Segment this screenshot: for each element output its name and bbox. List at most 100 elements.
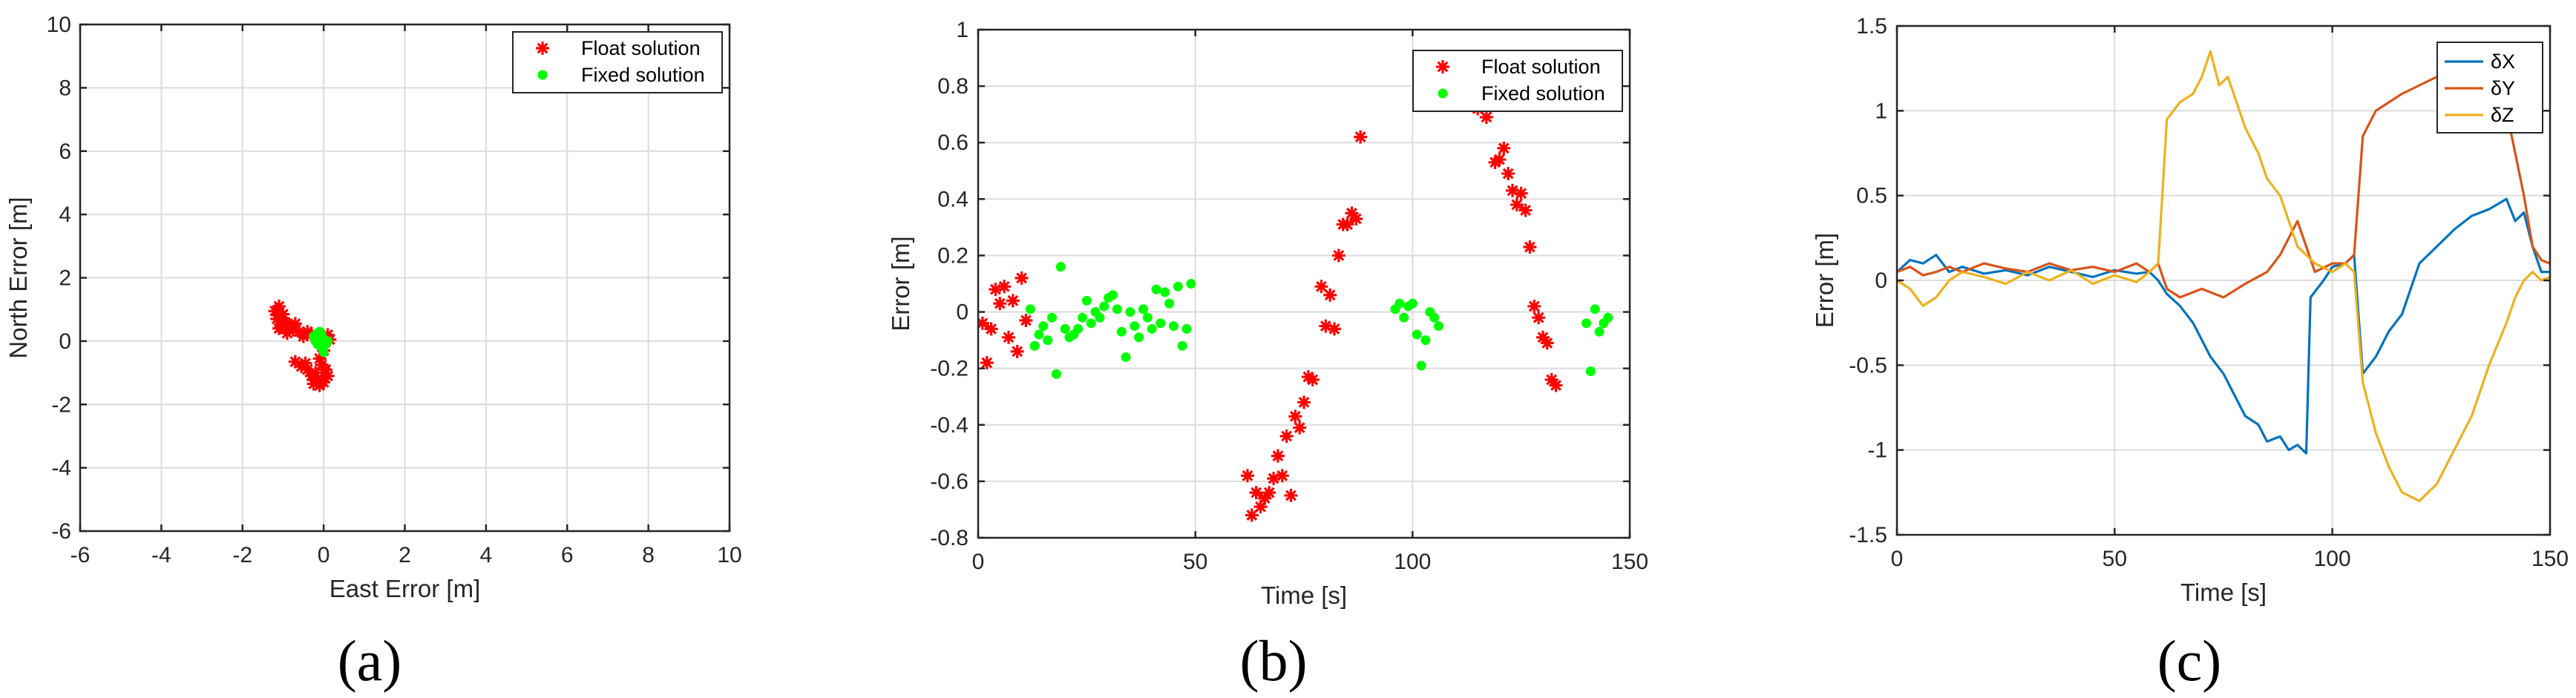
chart-c-x-axis-label: Time [s] bbox=[2180, 579, 2267, 606]
chart-b-point-float bbox=[1510, 197, 1524, 211]
chart-b-point-float bbox=[1288, 409, 1302, 424]
chart-a-point-float bbox=[268, 304, 282, 318]
chart-b-point-fixed bbox=[1099, 301, 1110, 312]
chart-a-x-tick-label: -6 bbox=[71, 543, 91, 567]
chart-b-x-tick-label: 50 bbox=[1183, 550, 1207, 574]
chart-c-x-tick-label: 0 bbox=[1891, 547, 1904, 571]
chart-b-y-tick-label: 0.6 bbox=[937, 131, 969, 155]
chart-b-point-fixed bbox=[1416, 360, 1426, 371]
chart-b-point-fixed bbox=[1142, 312, 1153, 323]
chart-b-point-float bbox=[1253, 500, 1268, 514]
chart-a-point-float bbox=[321, 328, 335, 342]
chart-b-point-fixed bbox=[1407, 298, 1418, 309]
chart-b-legend-swatch bbox=[1438, 88, 1448, 99]
chart-b-point-float bbox=[1297, 395, 1311, 409]
chart-a-y-tick-label: 4 bbox=[59, 203, 71, 227]
chart-a-grid bbox=[80, 24, 730, 531]
chart-a-legend-row: Float solution bbox=[536, 37, 701, 59]
chart-c-x-tick-label: 50 bbox=[2103, 547, 2127, 571]
chart-b-y-tick-label: 0.2 bbox=[937, 243, 969, 268]
chart-b-point-float bbox=[1275, 469, 1289, 483]
chart-b-point-fixed bbox=[1116, 326, 1127, 337]
chart-b-point-float bbox=[1327, 322, 1341, 336]
panel-label-c: (c) bbox=[2157, 628, 2222, 693]
chart-b-point-fixed bbox=[1073, 323, 1084, 334]
chart-c-y-tick-label: 0.5 bbox=[1856, 184, 1887, 208]
chart-b-point-float bbox=[1331, 248, 1346, 263]
chart-b-point-float bbox=[1479, 110, 1493, 124]
chart-b-point-fixed bbox=[1168, 321, 1179, 332]
chart-b-point-fixed bbox=[1029, 340, 1040, 351]
chart-a-legend-swatch bbox=[536, 42, 549, 55]
chart-b-point-float bbox=[1010, 344, 1024, 358]
chart-a-x-tick-label: 0 bbox=[318, 543, 330, 567]
chart-b-point-fixed bbox=[1590, 304, 1600, 315]
chart-a-y-tick-label: 6 bbox=[59, 139, 71, 164]
chart-c-legend-row: δZ bbox=[2445, 104, 2514, 126]
chart-a-point-float bbox=[280, 326, 294, 340]
chart-a-x-tick-label: 8 bbox=[642, 543, 655, 567]
chart-b-point-fixed bbox=[1130, 321, 1140, 332]
chart-b-point-fixed bbox=[1086, 318, 1096, 329]
chart-b-point-float bbox=[1271, 449, 1285, 463]
chart-b-point-float bbox=[1240, 469, 1254, 483]
chart-b-legend-row: Fixed solution bbox=[1438, 82, 1605, 105]
chart-a-y-tick-label: 8 bbox=[59, 76, 71, 100]
chart-b-point-fixed bbox=[1420, 335, 1431, 346]
chart-a-point-fixed bbox=[315, 326, 325, 337]
chart-b-y-tick-label: -0.4 bbox=[930, 413, 969, 438]
chart-b-y-tick-label: 1 bbox=[956, 18, 969, 42]
chart-b-point-float bbox=[1501, 167, 1515, 181]
chart-a-point-float bbox=[272, 321, 286, 335]
chart-b-point-fixed bbox=[1095, 312, 1105, 323]
chart-b-point-float bbox=[1540, 336, 1554, 350]
chart-b-point-float bbox=[1258, 491, 1272, 505]
chart-b-legend-float-label: Float solution bbox=[1481, 56, 1601, 78]
chart-a-legend-float-label: Float solution bbox=[581, 37, 701, 59]
chart-a-y-axis-label: North Error [m] bbox=[4, 197, 32, 358]
chart-b-point-float bbox=[1323, 288, 1337, 302]
chart-c-y-tick-label: -0.5 bbox=[1849, 353, 1887, 378]
chart-c-y-tick-label: -1 bbox=[1867, 438, 1887, 463]
chart-b-legend-row: Float solution bbox=[1436, 56, 1601, 78]
chart-b-point-fixed bbox=[1081, 295, 1092, 306]
chart-b-point-fixed bbox=[1429, 312, 1440, 323]
chart-a-legend: Float solution Fixed solution bbox=[512, 31, 723, 93]
chart-c-legend: δX δY δZ bbox=[2436, 42, 2543, 134]
chart-b-point-fixed bbox=[1112, 304, 1122, 315]
chart-a-y-tick-label: 10 bbox=[47, 13, 71, 37]
chart-b-point-fixed bbox=[1051, 369, 1061, 379]
chart-a-point-float bbox=[276, 307, 290, 321]
chart-a-point-float bbox=[318, 366, 332, 380]
chart-a-x-tick-label: 6 bbox=[561, 543, 574, 567]
chart-b-point-float bbox=[1345, 206, 1359, 220]
chart-b-point-float bbox=[1523, 240, 1537, 254]
chart-b-point-float bbox=[1314, 280, 1328, 294]
chart-b: 0 50 100 150-0.8-0.6-0.4-0.200.20.40.60.81 … bbox=[887, 18, 1648, 693]
chart-a-legend-swatch bbox=[537, 70, 548, 80]
chart-a-x-tick-label: 4 bbox=[480, 543, 493, 567]
chart-b-x-tick-label: 100 bbox=[1394, 550, 1431, 574]
chart-b-point-float bbox=[989, 283, 1003, 297]
chart-b-point-fixed bbox=[1160, 287, 1170, 297]
chart-b-point-float bbox=[1536, 330, 1550, 344]
chart-c-y-axis-label: Error [m] bbox=[1811, 233, 1838, 328]
chart-b-point-float bbox=[1267, 472, 1281, 486]
chart-c-x-tick-label: 150 bbox=[2531, 547, 2569, 571]
panel-label-a: (a) bbox=[338, 628, 402, 693]
chart-a-point-float bbox=[312, 352, 327, 366]
chart-b-y-tick-label: -0.2 bbox=[930, 357, 969, 381]
chart-a-axes: -6 -4 -2 0 2 4 6 8 10 -6 -4 -2 0 2 4 6 8 10 bbox=[47, 13, 742, 567]
chart-a-legend-marker bbox=[536, 42, 549, 55]
chart-b-point-fixed bbox=[1173, 281, 1183, 292]
chart-b-point-float bbox=[1019, 313, 1033, 327]
chart-a-y-tick-label: 2 bbox=[59, 266, 71, 291]
chart-b-point-fixed bbox=[1138, 304, 1148, 315]
chart-b-point-fixed bbox=[1156, 318, 1166, 329]
chart-a: -6 -4 -2 0 2 4 6 8 10 -6 -4 -2 0 2 4 6 8 10 East Error [m… bbox=[4, 13, 742, 693]
chart-c: 0 50 100 150 -1.5 -1 -0.5 0 0.5 1 1.5 Time [s] Err… bbox=[1811, 14, 2569, 693]
chart-a-point-float bbox=[298, 356, 312, 370]
chart-c-y-tick-label: 1 bbox=[1875, 99, 1887, 123]
chart-c-y-tick-label: 0 bbox=[1875, 269, 1887, 293]
chart-b-point-float bbox=[1006, 294, 1020, 308]
